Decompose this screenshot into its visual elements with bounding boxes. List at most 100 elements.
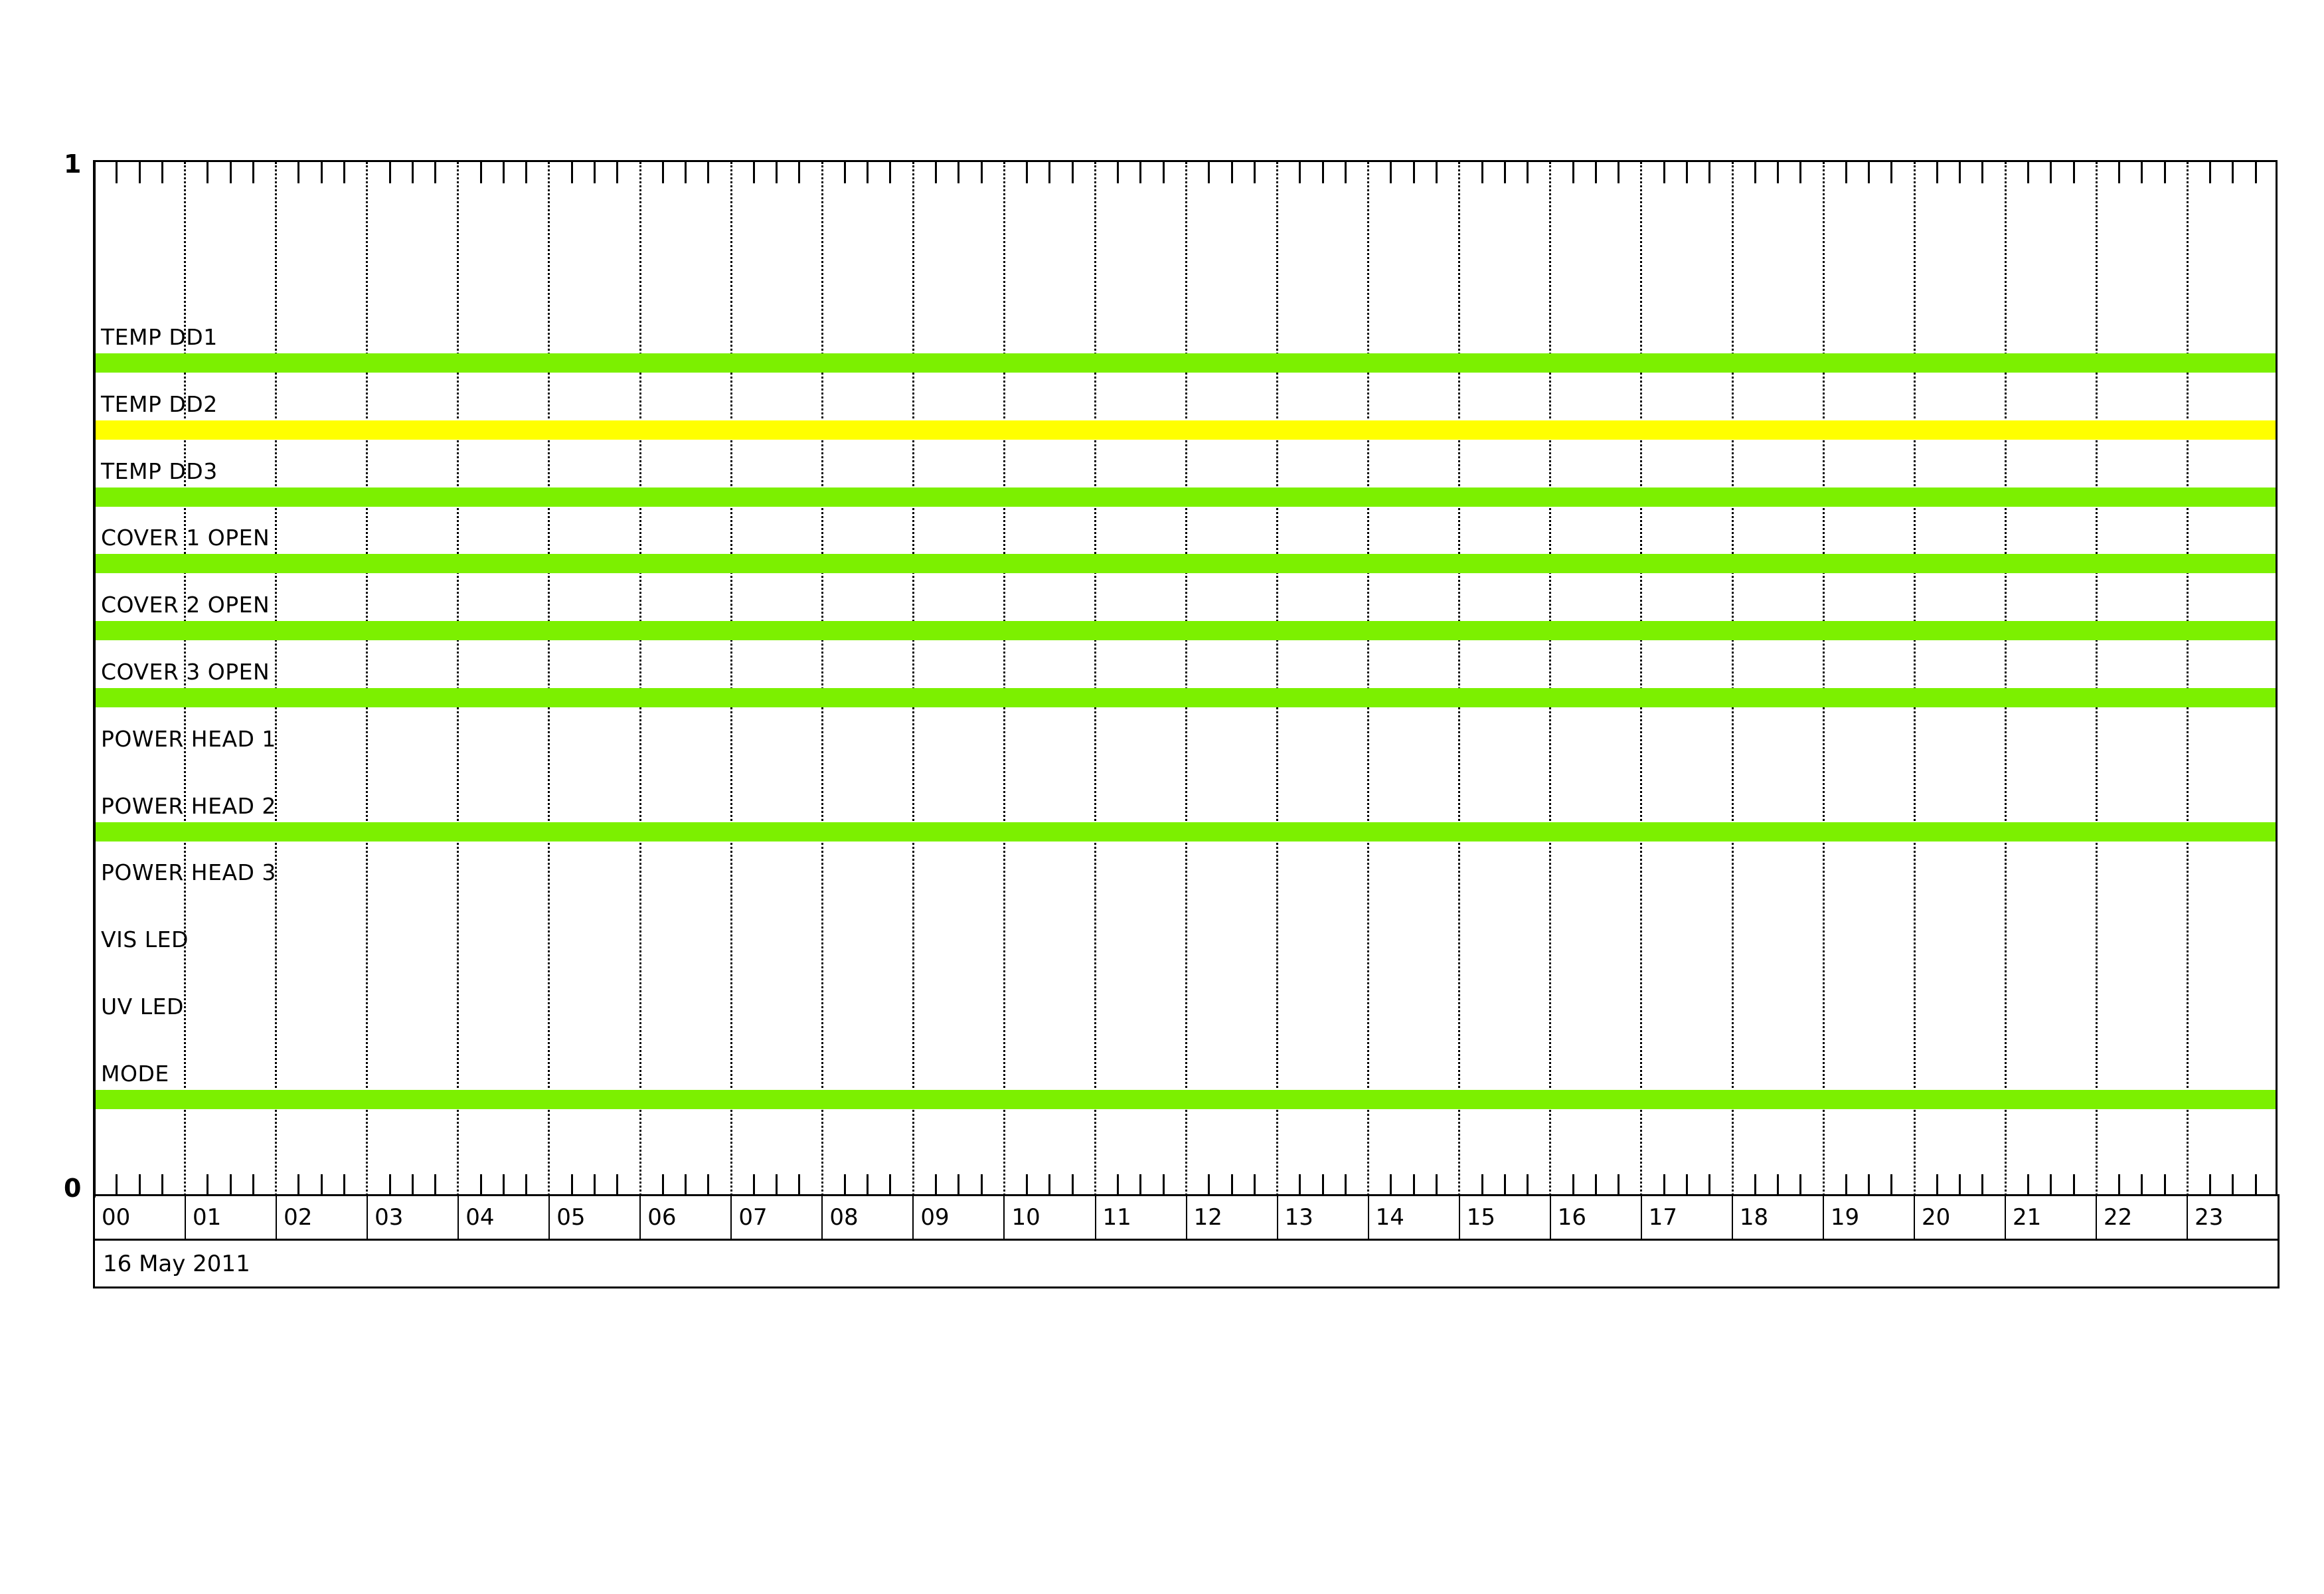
minor-tick-top	[661, 162, 664, 183]
minor-tick-top	[2072, 162, 2075, 183]
minor-tick-bottom	[116, 1174, 118, 1196]
minor-tick-bottom	[502, 1174, 505, 1196]
minor-tick-bottom	[1208, 1174, 1210, 1196]
minor-tick-bottom	[207, 1174, 209, 1196]
signal-row-label: TEMP DD2	[101, 391, 218, 417]
minor-tick-top	[320, 162, 323, 183]
hour-label-cell: 19	[1824, 1196, 1915, 1239]
minor-tick-bottom	[525, 1174, 528, 1196]
minor-tick-bottom	[229, 1174, 232, 1196]
minor-tick-bottom	[1321, 1174, 1324, 1196]
hour-label-cell: 10	[1005, 1196, 1096, 1239]
hour-label: 01	[193, 1203, 222, 1231]
minor-tick-bottom	[593, 1174, 596, 1196]
hour-label-cell: 21	[2006, 1196, 2098, 1239]
minor-tick-bottom	[889, 1174, 892, 1196]
minor-tick-top	[1845, 162, 1847, 183]
hour-label-cell: 14	[1369, 1196, 1460, 1239]
minor-tick-bottom	[1777, 1174, 1780, 1196]
hour-label: 07	[738, 1203, 768, 1231]
minor-tick-bottom	[957, 1174, 960, 1196]
minor-tick-bottom	[1959, 1174, 1961, 1196]
minor-tick-top	[411, 162, 414, 183]
minor-tick-bottom	[1594, 1174, 1597, 1196]
hour-gridline	[548, 162, 550, 1196]
minor-tick-top	[229, 162, 232, 183]
minor-tick-top	[1026, 162, 1029, 183]
hour-gridline	[1549, 162, 1552, 1196]
minor-tick-top	[1754, 162, 1756, 183]
hour-gridline	[1003, 162, 1005, 1196]
signal-state-bar	[93, 487, 2276, 507]
minor-tick-top	[2050, 162, 2052, 183]
hour-label-strip: 00 01 02 03 04 05 06 07 08 09 10 11 12 13 14 15 16 17 18 19…	[93, 1196, 2280, 1241]
minor-tick-bottom	[1845, 1174, 1847, 1196]
minor-tick-top	[935, 162, 938, 183]
signal-state-bar	[93, 420, 2276, 440]
minor-tick-bottom	[1868, 1174, 1870, 1196]
signal-row-label: MODE	[101, 1060, 169, 1087]
hour-label: 12	[1193, 1203, 1222, 1231]
hour-label: 14	[1375, 1203, 1404, 1231]
minor-tick-top	[1139, 162, 1142, 183]
minor-tick-bottom	[1481, 1174, 1483, 1196]
minor-tick-bottom	[2050, 1174, 2052, 1196]
hour-label-cell: 03	[368, 1196, 459, 1239]
date-strip: 16 May 2011	[93, 1241, 2280, 1288]
minor-tick-top	[479, 162, 482, 183]
minor-tick-top	[1777, 162, 1780, 183]
minor-tick-bottom	[1503, 1174, 1506, 1196]
minor-tick-top	[343, 162, 345, 183]
minor-tick-bottom	[2027, 1174, 2030, 1196]
minor-tick-bottom	[252, 1174, 254, 1196]
minor-tick-bottom	[1117, 1174, 1120, 1196]
minor-tick-top	[843, 162, 846, 183]
hour-gridline	[1367, 162, 1370, 1196]
hour-label-cell: 15	[1460, 1196, 1551, 1239]
minor-tick-top	[1708, 162, 1711, 183]
minor-tick-bottom	[1663, 1174, 1665, 1196]
signal-row-label: POWER HEAD 1	[101, 725, 276, 752]
signal-state-bar	[93, 353, 2276, 373]
minor-tick-top	[1321, 162, 1324, 183]
minor-tick-bottom	[1708, 1174, 1711, 1196]
hour-gridline	[1458, 162, 1461, 1196]
minor-tick-bottom	[752, 1174, 755, 1196]
signal-state-bar	[93, 688, 2276, 707]
minor-tick-top	[1253, 162, 1256, 183]
minor-tick-top	[1799, 162, 1802, 183]
date-label: 16 May 2011	[103, 1250, 250, 1277]
minor-tick-top	[1117, 162, 1120, 183]
minor-tick-bottom	[320, 1174, 323, 1196]
hour-label-cell: 05	[550, 1196, 641, 1239]
minor-tick-top	[1230, 162, 1233, 183]
minor-tick-top	[1344, 162, 1347, 183]
minor-tick-top	[297, 162, 300, 183]
minor-tick-top	[1503, 162, 1506, 183]
minor-tick-bottom	[1299, 1174, 1301, 1196]
hour-gridline	[1094, 162, 1096, 1196]
minor-tick-top	[1390, 162, 1392, 183]
minor-tick-top	[2027, 162, 2030, 183]
minor-tick-top	[2141, 162, 2143, 183]
hour-gridline	[1276, 162, 1279, 1196]
signal-row-label: VIS LED	[101, 927, 189, 953]
minor-tick-top	[1435, 162, 1438, 183]
minor-tick-bottom	[297, 1174, 300, 1196]
minor-tick-top	[798, 162, 801, 183]
hour-label: 13	[1284, 1203, 1313, 1231]
hour-gridline	[2186, 162, 2189, 1196]
signal-state-bar	[93, 1089, 2276, 1109]
x-axis-spine	[93, 1194, 2280, 1196]
minor-tick-bottom	[479, 1174, 482, 1196]
minor-tick-bottom	[843, 1174, 846, 1196]
minor-tick-bottom	[2209, 1174, 2212, 1196]
hour-label: 11	[1102, 1203, 1131, 1231]
minor-tick-top	[252, 162, 254, 183]
minor-tick-top	[867, 162, 869, 183]
minor-tick-bottom	[138, 1174, 141, 1196]
minor-tick-bottom	[1981, 1174, 1984, 1196]
hour-label-cell: 00	[95, 1196, 187, 1239]
minor-tick-top	[161, 162, 163, 183]
minor-tick-bottom	[411, 1174, 414, 1196]
